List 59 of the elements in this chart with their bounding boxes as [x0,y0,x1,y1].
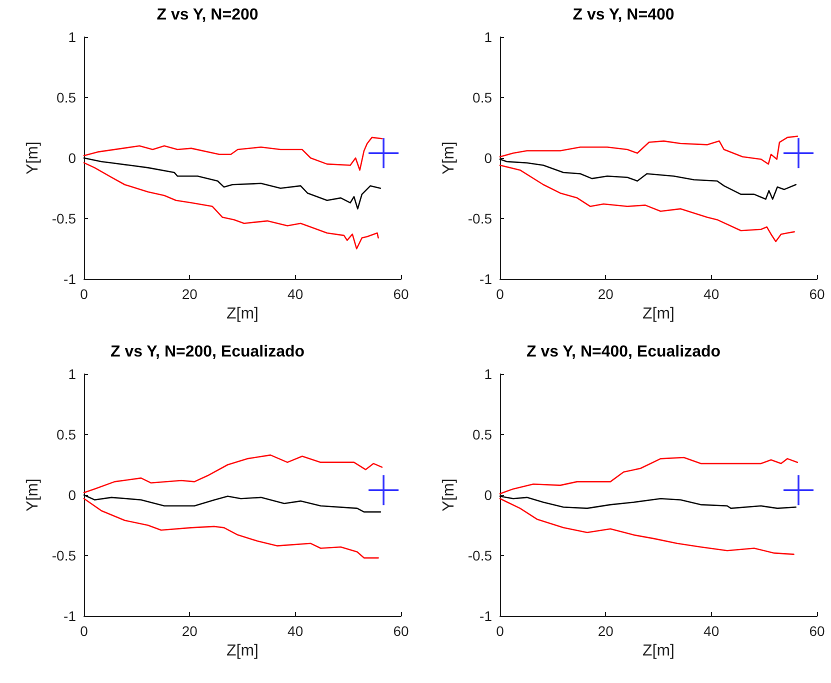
line-series [499,136,798,165]
y-tick-label: 0 [68,487,76,503]
line-series [499,498,794,555]
x-tick-label: 60 [393,286,409,302]
x-tick-label: 0 [496,623,504,639]
y-tick-label: 0.5 [472,90,492,106]
x-tick-label: 40 [704,623,720,639]
y-tick-label: 1 [484,29,492,45]
y-tick-label: 0.5 [56,90,76,106]
y-tick-label: -0.5 [468,210,492,226]
line-series [83,162,379,250]
y-tick-label: 0 [484,487,492,503]
x-tick-label: 60 [393,623,409,639]
x-axis-title: Z[m] [226,642,258,660]
x-tick-label: 40 [288,286,304,302]
x-tick-label: 0 [496,286,504,302]
line-series [83,494,382,513]
x-axis-title: Z[m] [226,305,258,322]
chart-title: Z vs Y, N=200, Ecualizado [110,344,305,360]
x-axis-title: Z[m] [642,305,674,322]
line-series [83,498,379,559]
y-tick-label: -0.5 [468,548,492,564]
line-series [499,496,797,509]
line-series [83,157,382,210]
x-tick-label: 20 [182,286,198,302]
y-axis-title: Y[m] [24,142,42,174]
chart-title: Z vs Y, N=400, Ecualizado [526,344,721,360]
chart-title: Z vs Y, N=400 [572,6,674,24]
y-tick-label: -1 [64,608,76,624]
x-tick-label: 60 [809,286,825,302]
y-axis-title: Y[m] [440,478,458,512]
y-axis-title: Y[m] [440,142,458,174]
line-series [499,456,798,494]
x-tick-label: 60 [809,623,825,639]
y-tick-label: -1 [64,271,76,287]
x-tick-label: 40 [704,286,720,302]
y-axis-title: Y[m] [24,478,42,512]
y-tick-label: 0.5 [472,426,492,442]
y-tick-label: 1 [68,366,76,382]
x-axis-title: Z[m] [642,642,674,660]
y-tick-label: -0.5 [52,210,76,226]
y-tick-label: 1 [68,29,76,45]
x-tick-label: 20 [598,286,614,302]
x-tick-label: 40 [288,623,304,639]
y-tick-label: 0.5 [56,426,76,442]
x-tick-label: 20 [598,623,614,639]
y-tick-label: -0.5 [52,548,76,564]
x-tick-label: 0 [80,623,88,639]
x-tick-label: 0 [80,286,88,302]
line-series [499,158,797,200]
y-tick-label: -1 [480,608,492,624]
y-tick-label: 0 [68,150,76,166]
line-series [83,454,383,494]
line-series [499,164,795,242]
y-tick-label: 1 [484,366,492,382]
y-tick-label: -1 [480,271,492,287]
chart-title: Z vs Y, N=200 [156,6,258,24]
x-tick-label: 20 [182,623,198,639]
y-tick-label: 0 [484,150,492,166]
